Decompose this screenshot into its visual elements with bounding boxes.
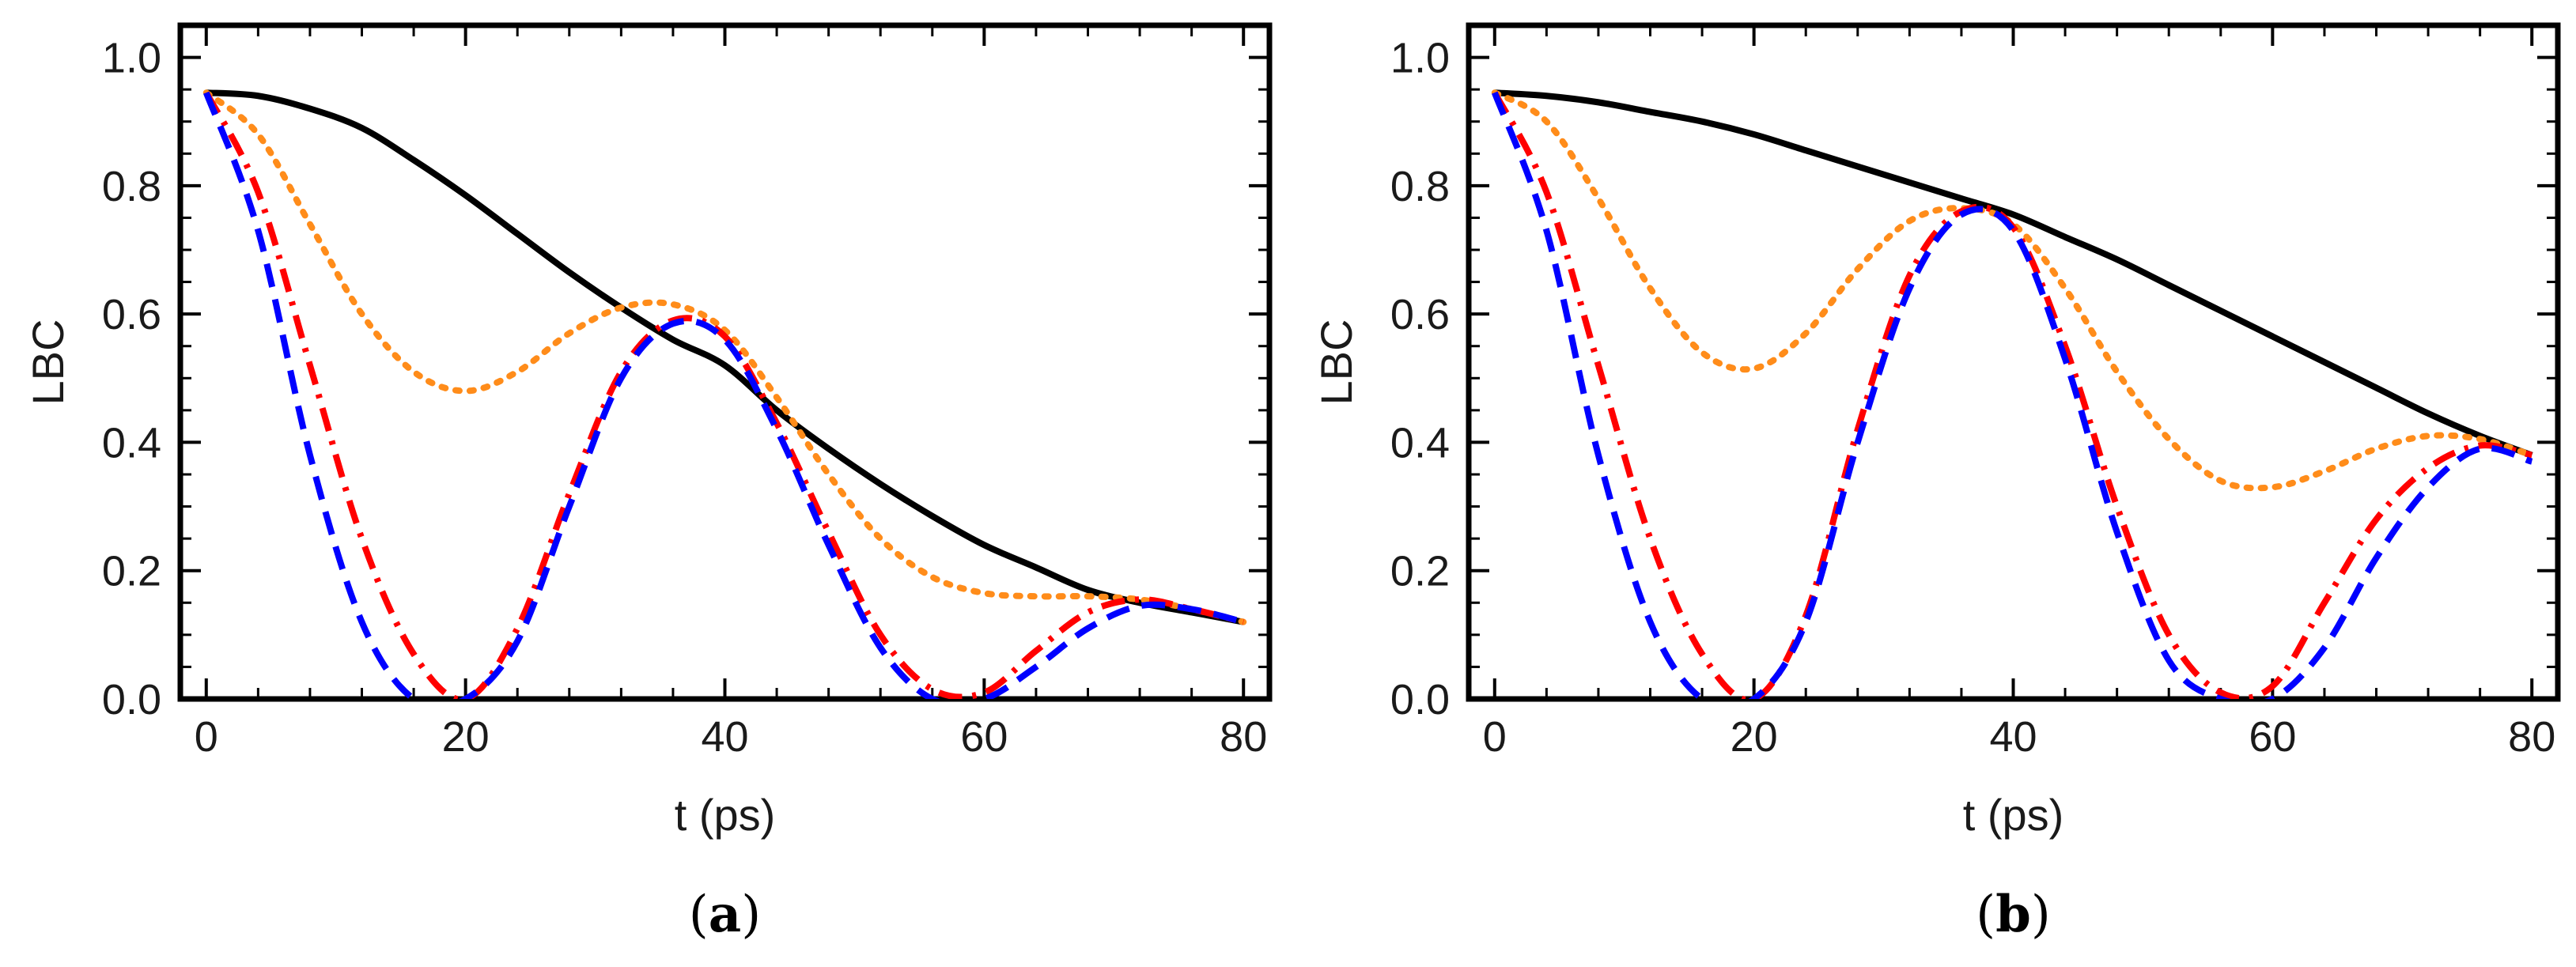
- y-tick-label: 0.6: [1390, 291, 1450, 338]
- caption-close-paren: ): [2031, 886, 2051, 944]
- panel-caption: (b): [1976, 885, 2051, 944]
- series-line-dash-dot: [203, 91, 1245, 699]
- chart-a: 0 20 40 60 80 0.0 0.2 0.4 0.6 0.8 1.0 t (ps) LBC (a): [23, 22, 1273, 944]
- caption-open-paren: (: [689, 886, 709, 944]
- panel-caption: (a): [689, 885, 761, 944]
- x-tick-label: 20: [442, 713, 490, 761]
- x-tick-label: 80: [1220, 713, 1267, 761]
- y-tick-label: 0.2: [1390, 548, 1450, 595]
- x-tick-label: 40: [701, 713, 748, 761]
- x-tick-label: 20: [1731, 713, 1778, 761]
- y-tick-label: 1.0: [1390, 35, 1450, 82]
- x-tick-label: 80: [2508, 713, 2555, 761]
- y-tick-label: 0.8: [102, 163, 161, 210]
- y-tick-label: 1.0: [102, 35, 161, 82]
- y-tick-label: 0.2: [102, 548, 161, 595]
- y-tick-label: 0.4: [102, 419, 161, 467]
- caption-open-paren: (: [1976, 886, 1995, 944]
- caption-letter: b: [1995, 885, 2031, 944]
- caption-close-paren: ): [741, 886, 761, 944]
- series-line-dash-dot: [1492, 91, 2533, 699]
- series-line-dashed: [203, 91, 1245, 699]
- series-line-dotted: [1491, 89, 2536, 492]
- series-line-dotted: [202, 89, 1247, 625]
- y-tick-label: 0.4: [1390, 419, 1450, 467]
- y-axis-label: LBC: [1311, 319, 1361, 406]
- y-tick-label: 0.6: [102, 291, 161, 338]
- y-tick-label: 0.8: [1390, 163, 1450, 210]
- series-line-dashed: [1492, 91, 2533, 699]
- x-tick-label: 40: [1989, 713, 2037, 761]
- series-line-solid: [206, 89, 1244, 625]
- y-axis-label: LBC: [23, 319, 73, 406]
- chart-b: 0 20 40 60 80 0.0 0.2 0.4 0.6 0.8 1.0 t (ps) LBC (b): [1311, 22, 2561, 944]
- y-tick-label: 0.0: [1390, 676, 1450, 723]
- x-tick-label: 0: [195, 713, 218, 761]
- panel-a: 0 20 40 60 80 0.0 0.2 0.4 0.6 0.8 1.0 t (ps) LBC (a): [23, 22, 1273, 944]
- x-axis-label: t (ps): [675, 790, 776, 840]
- series-line-solid: [1494, 89, 2533, 459]
- y-tick-label: 0.0: [102, 676, 161, 723]
- caption-letter: a: [709, 885, 741, 944]
- x-tick-label: 0: [1483, 713, 1507, 761]
- x-tick-label: 60: [960, 713, 1008, 761]
- x-axis-label: t (ps): [1963, 790, 2064, 840]
- panel-b: 0 20 40 60 80 0.0 0.2 0.4 0.6 0.8 1.0 t (ps) LBC (b): [1288, 0, 2576, 967]
- plot-frame: [1466, 22, 2561, 702]
- x-tick-label: 60: [2249, 713, 2296, 761]
